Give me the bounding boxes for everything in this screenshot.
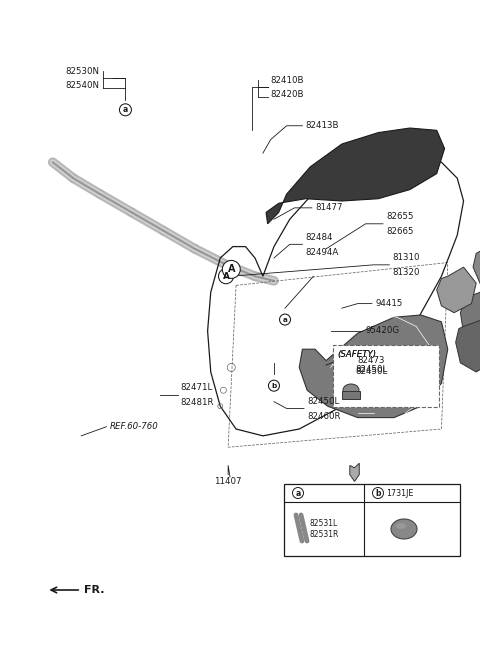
Ellipse shape xyxy=(343,384,359,396)
Polygon shape xyxy=(473,240,480,292)
Text: 82665: 82665 xyxy=(386,227,414,237)
Text: b: b xyxy=(375,489,381,497)
Text: A: A xyxy=(223,272,229,281)
Text: (SAFETY): (SAFETY) xyxy=(337,350,376,359)
Text: (SAFETY): (SAFETY) xyxy=(337,350,376,359)
Text: 82481R: 82481R xyxy=(181,398,214,407)
Circle shape xyxy=(222,260,240,279)
Circle shape xyxy=(292,487,303,499)
Text: 82450L: 82450L xyxy=(355,365,387,373)
FancyBboxPatch shape xyxy=(333,345,439,407)
Text: 82473: 82473 xyxy=(358,356,385,365)
Ellipse shape xyxy=(396,523,406,529)
Text: a: a xyxy=(295,489,300,497)
Text: 82413B: 82413B xyxy=(306,122,339,130)
Polygon shape xyxy=(299,315,448,418)
Text: 82450L: 82450L xyxy=(307,397,339,406)
Text: b: b xyxy=(271,382,276,389)
Text: a: a xyxy=(123,105,128,114)
Text: A: A xyxy=(228,264,235,275)
Text: 82420B: 82420B xyxy=(271,91,304,99)
Polygon shape xyxy=(437,267,476,313)
Text: 82471L: 82471L xyxy=(181,384,213,392)
Text: 82460R: 82460R xyxy=(307,412,341,421)
Polygon shape xyxy=(460,288,480,345)
Text: 82410B: 82410B xyxy=(271,76,304,85)
Text: 82494A: 82494A xyxy=(306,248,339,257)
Text: 82530N: 82530N xyxy=(65,66,99,76)
Text: 81320: 81320 xyxy=(393,268,420,277)
Text: 82450L: 82450L xyxy=(355,367,387,376)
Text: 82540N: 82540N xyxy=(65,81,99,91)
Circle shape xyxy=(268,380,279,391)
Polygon shape xyxy=(266,128,444,224)
Text: 11407: 11407 xyxy=(215,477,242,486)
Circle shape xyxy=(279,314,290,325)
Circle shape xyxy=(372,487,384,499)
Text: 95420G: 95420G xyxy=(366,327,400,336)
Ellipse shape xyxy=(391,519,417,539)
FancyBboxPatch shape xyxy=(342,391,360,399)
Circle shape xyxy=(120,104,132,116)
FancyBboxPatch shape xyxy=(284,484,460,556)
Text: 81310: 81310 xyxy=(393,254,420,263)
Polygon shape xyxy=(350,463,359,482)
Text: 82484: 82484 xyxy=(306,233,333,242)
Text: 82655: 82655 xyxy=(386,212,414,221)
Text: REF.60-760: REF.60-760 xyxy=(109,422,158,431)
Text: 94415: 94415 xyxy=(375,299,402,308)
Circle shape xyxy=(218,269,233,284)
Text: a: a xyxy=(283,317,288,323)
Text: 1731JE: 1731JE xyxy=(386,489,413,497)
Text: 82531L
82531R: 82531L 82531R xyxy=(310,519,339,539)
Text: FR.: FR. xyxy=(84,585,105,595)
Text: 81477: 81477 xyxy=(315,203,343,212)
Polygon shape xyxy=(456,317,480,372)
